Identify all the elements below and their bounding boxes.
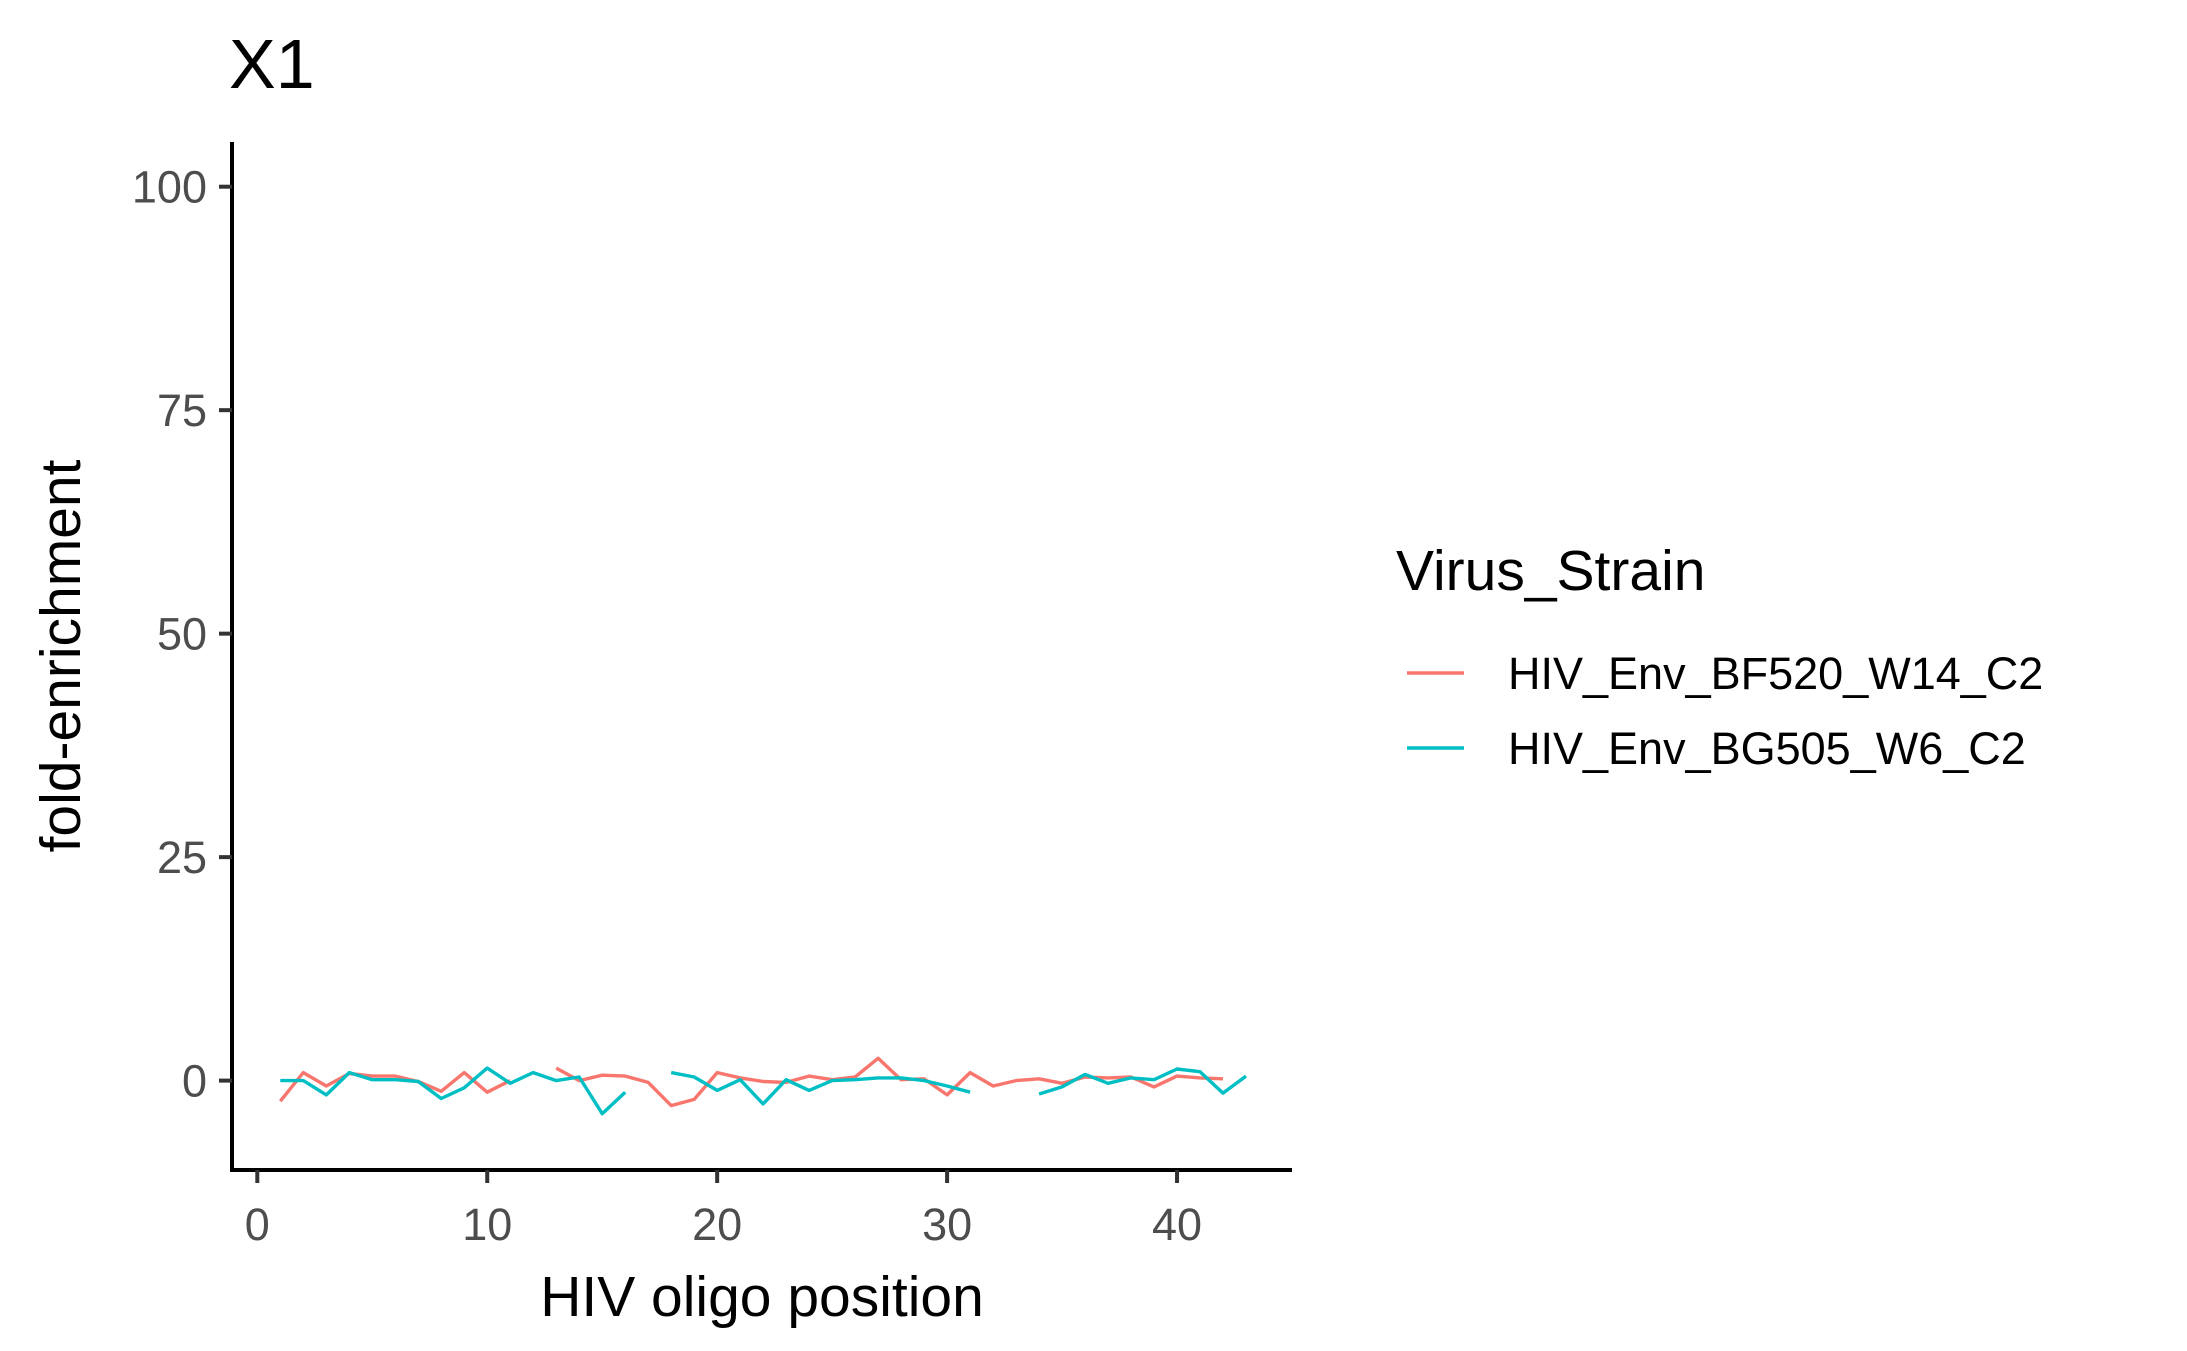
legend-items: HIV_Env_BF520_W14_C2 HIV_Env_BG505_W6_C2: [1407, 648, 2043, 774]
series-layer: [278, 1056, 1248, 1116]
x-tick-label: 20: [692, 1199, 742, 1250]
x-tick-label: 0: [245, 1199, 270, 1250]
series-line: [555, 1056, 1224, 1108]
y-axis-ticks: 0 25 50 75 100: [132, 162, 232, 1107]
series-line: [280, 1066, 627, 1116]
y-tick-label: 0: [182, 1056, 207, 1107]
legend-label: HIV_Env_BF520_W14_C2: [1508, 648, 2043, 699]
y-tick-label: 50: [157, 609, 207, 660]
series-line: [670, 1070, 971, 1106]
series-line: [1038, 1067, 1248, 1096]
x-tick-label: 30: [922, 1199, 972, 1250]
y-tick-label: 100: [132, 162, 207, 213]
legend-title: Virus_Strain: [1396, 539, 1705, 603]
y-tick-label: 25: [157, 832, 207, 883]
x-tick-label: 40: [1152, 1199, 1202, 1250]
series-HIV_Env_BG505_W6_C2: [280, 1066, 1248, 1116]
x-tick-label: 10: [462, 1199, 512, 1250]
y-axis-title: fold-enrichment: [29, 459, 93, 852]
plot-area: 0 25 50 75 100 0 10 20 30 40: [132, 142, 1292, 1250]
y-tick-label: 75: [157, 385, 207, 436]
x-axis-ticks: 0 10 20 30 40: [245, 1170, 1202, 1250]
x-axis-title: HIV oligo position: [540, 1265, 984, 1329]
legend-label: HIV_Env_BG505_W6_C2: [1508, 723, 2026, 774]
chart-title: X1: [229, 25, 315, 103]
series-HIV_Env_BF520_W14_C2: [278, 1056, 1224, 1108]
legend: Virus_Strain HIV_Env_BF520_W14_C2HIV_Env…: [1396, 539, 2043, 774]
